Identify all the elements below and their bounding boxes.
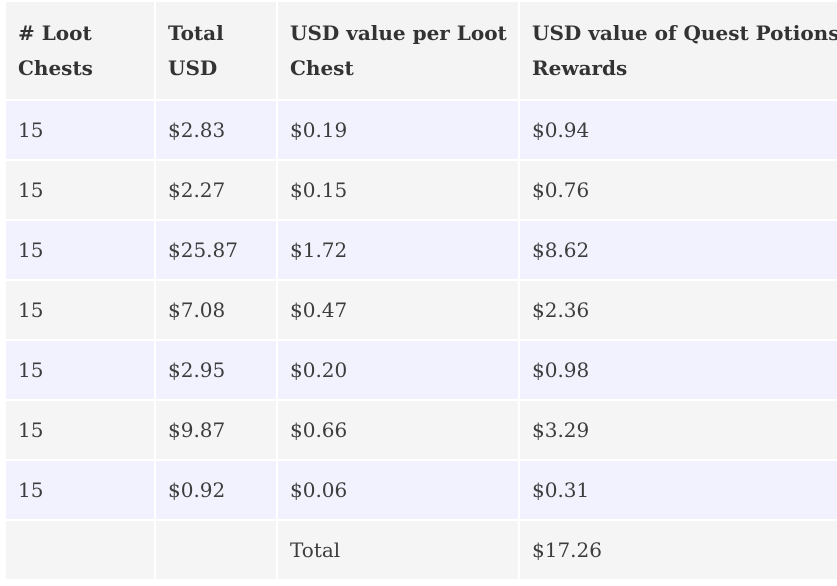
cell-total-usd: $2.27 — [156, 161, 276, 219]
table-body: 15 $2.83 $0.19 $0.94 15 $2.27 $0.15 $0.7… — [6, 101, 837, 579]
table-row: 15 $2.95 $0.20 $0.98 — [6, 341, 837, 399]
table-row: 15 $2.83 $0.19 $0.94 — [6, 101, 837, 159]
cell-usd-per-chest: $0.19 — [278, 101, 518, 159]
table-row: 15 $7.08 $0.47 $2.36 — [6, 281, 837, 339]
cell-usd-per-chest: $0.47 — [278, 281, 518, 339]
cell-loot-chests: 15 — [6, 401, 154, 459]
header-quest-potions-usd: USD value of Quest Potions Rewards — [520, 2, 837, 99]
cell-loot-chests: 15 — [6, 281, 154, 339]
cell-loot-chests: 15 — [6, 341, 154, 399]
cell-total-usd: $25.87 — [156, 221, 276, 279]
total-label: Total — [278, 521, 518, 579]
cell-quest-potions-usd: $8.62 — [520, 221, 837, 279]
table-header: # Loot Chests Total USD USD value per Lo… — [6, 2, 837, 99]
header-row: # Loot Chests Total USD USD value per Lo… — [6, 2, 837, 99]
cell-quest-potions-usd: $0.98 — [520, 341, 837, 399]
header-total-usd: Total USD — [156, 2, 276, 99]
table-row: 15 $25.87 $1.72 $8.62 — [6, 221, 837, 279]
cell-quest-potions-usd: $0.31 — [520, 461, 837, 519]
cell-total-usd: $7.08 — [156, 281, 276, 339]
cell-loot-chests: 15 — [6, 221, 154, 279]
cell-empty — [156, 521, 276, 579]
cell-quest-potions-usd: $2.36 — [520, 281, 837, 339]
total-row: Total $17.26 — [6, 521, 837, 579]
table-row: 15 $2.27 $0.15 $0.76 — [6, 161, 837, 219]
table-row: 15 $0.92 $0.06 $0.31 — [6, 461, 837, 519]
cell-quest-potions-usd: $3.29 — [520, 401, 837, 459]
cell-usd-per-chest: $0.15 — [278, 161, 518, 219]
cell-quest-potions-usd: $0.94 — [520, 101, 837, 159]
header-loot-chests: # Loot Chests — [6, 2, 154, 99]
cell-total-usd: $0.92 — [156, 461, 276, 519]
header-usd-per-chest: USD value per Loot Chest — [278, 2, 518, 99]
cell-total-usd: $2.95 — [156, 341, 276, 399]
cell-usd-per-chest: $0.06 — [278, 461, 518, 519]
cell-loot-chests: 15 — [6, 161, 154, 219]
cell-empty — [6, 521, 154, 579]
cell-total-usd: $9.87 — [156, 401, 276, 459]
cell-total-usd: $2.83 — [156, 101, 276, 159]
cell-quest-potions-usd: $0.76 — [520, 161, 837, 219]
cell-loot-chests: 15 — [6, 101, 154, 159]
cell-usd-per-chest: $1.72 — [278, 221, 518, 279]
loot-chest-table: # Loot Chests Total USD USD value per Lo… — [4, 0, 837, 581]
cell-loot-chests: 15 — [6, 461, 154, 519]
total-value: $17.26 — [520, 521, 837, 579]
cell-usd-per-chest: $0.20 — [278, 341, 518, 399]
cell-usd-per-chest: $0.66 — [278, 401, 518, 459]
table-row: 15 $9.87 $0.66 $3.29 — [6, 401, 837, 459]
